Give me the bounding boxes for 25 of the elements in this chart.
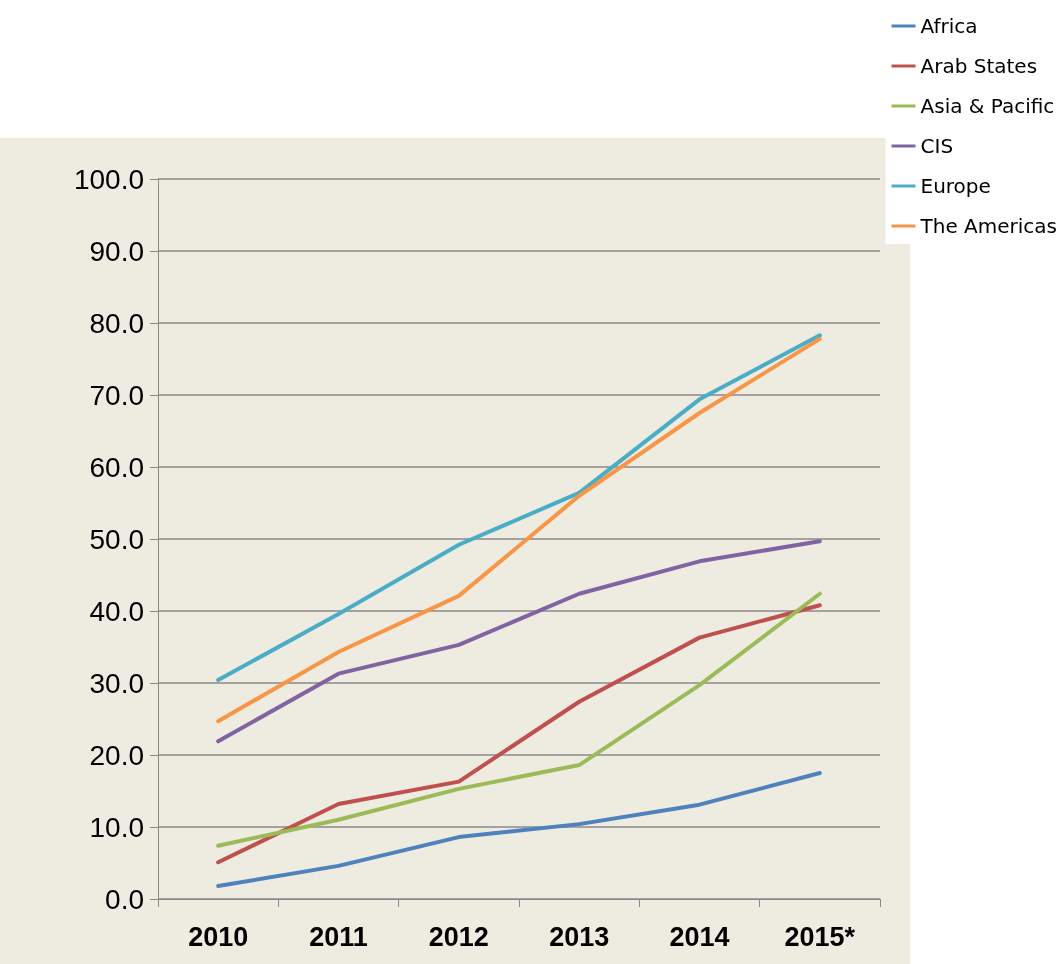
x-tick-label: 2015* [784, 921, 856, 952]
y-tick-label: 70.0 [89, 379, 144, 411]
legend-label: Europe [920, 174, 991, 198]
y-tick-label: 80.0 [89, 307, 144, 339]
y-tick-label: 60.0 [89, 451, 144, 483]
legend-label: Africa [920, 14, 978, 38]
y-tick-label: 20.0 [89, 739, 144, 771]
legend-label: The Americas [919, 214, 1058, 238]
legend-label: Arab States [920, 54, 1038, 78]
y-tick-label: 30.0 [89, 667, 144, 699]
y-tick-label: 50.0 [89, 523, 144, 555]
x-tick-label: 2012 [428, 921, 489, 952]
x-tick-label: 2010 [188, 921, 249, 952]
y-tick-label: 0.0 [105, 883, 144, 915]
y-tick-label: 10.0 [89, 811, 144, 843]
line-series [216, 539, 822, 744]
legend-label: Asia & Pacific [920, 94, 1055, 118]
y-tick-label: 40.0 [89, 595, 144, 627]
x-tick-label: 2014 [669, 921, 730, 952]
line-series [216, 771, 822, 889]
y-tick-label: 90.0 [89, 235, 144, 267]
x-tick-label: 2011 [309, 921, 368, 952]
x-tick-label: 2013 [549, 921, 610, 952]
legend-label: CIS [920, 134, 954, 158]
y-tick-label: 100.0 [73, 163, 144, 195]
